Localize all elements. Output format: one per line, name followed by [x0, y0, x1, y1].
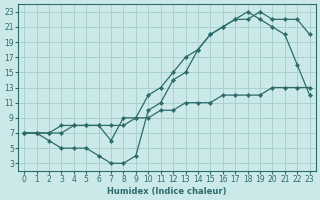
X-axis label: Humidex (Indice chaleur): Humidex (Indice chaleur): [107, 187, 227, 196]
